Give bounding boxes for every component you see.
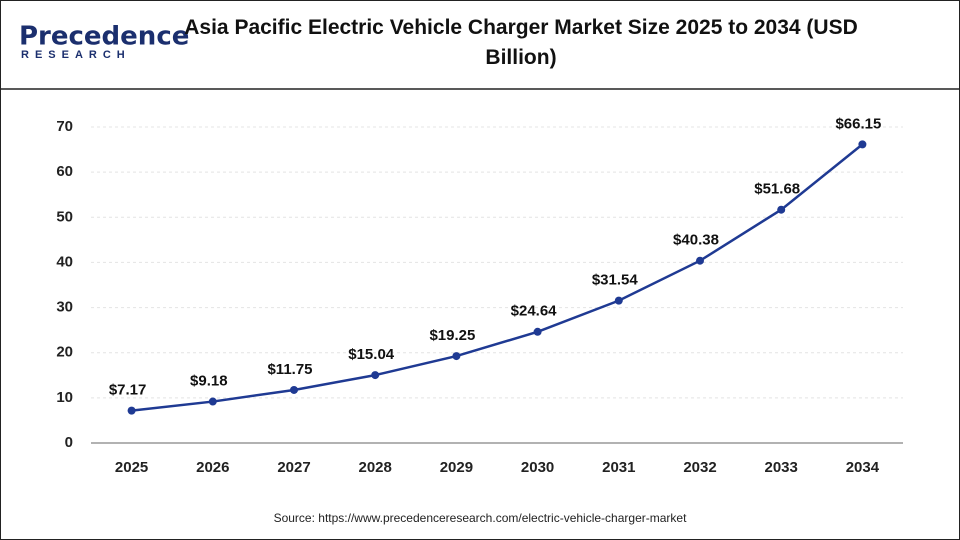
value-label: $15.04 bbox=[348, 346, 395, 363]
value-label: $9.18 bbox=[190, 373, 228, 390]
point bbox=[452, 352, 461, 361]
value-label: $40.38 bbox=[673, 232, 719, 249]
y-tick-label: 70 bbox=[56, 118, 73, 135]
value-label: $19.25 bbox=[429, 327, 475, 344]
logo-tagline: RESEARCH bbox=[21, 49, 131, 61]
value-label: $24.64 bbox=[511, 303, 558, 320]
y-tick-label: 50 bbox=[56, 208, 73, 225]
value-label: $31.54 bbox=[592, 272, 639, 289]
point bbox=[371, 371, 380, 380]
y-tick-label: 30 bbox=[56, 299, 73, 316]
source: Source: https://www.precedenceresearch.c… bbox=[274, 511, 687, 525]
x-tick-label: 2030 bbox=[521, 459, 554, 476]
value-label: $7.17 bbox=[109, 382, 147, 399]
value-label: $11.75 bbox=[267, 361, 312, 378]
x-tick-label: 2032 bbox=[683, 459, 716, 476]
x-tick-label: 2031 bbox=[602, 459, 635, 476]
x-tick-label: 2034 bbox=[846, 459, 880, 476]
x-tick-label: 2033 bbox=[765, 459, 798, 476]
y-tick-label: 20 bbox=[56, 344, 73, 361]
x-tick-label: 2028 bbox=[359, 459, 392, 476]
logo-name: Precedence bbox=[19, 22, 189, 52]
point bbox=[208, 397, 217, 406]
x-tick-label: 2026 bbox=[196, 459, 229, 476]
value-label: $66.15 bbox=[835, 115, 881, 132]
point bbox=[777, 205, 786, 214]
point bbox=[696, 256, 704, 265]
y-tick-label: 40 bbox=[56, 253, 73, 270]
point bbox=[858, 140, 867, 149]
x-tick-label: 2027 bbox=[277, 459, 310, 476]
point bbox=[127, 406, 136, 415]
y-tick-label: 10 bbox=[56, 389, 73, 406]
x-tick-label: 2025 bbox=[115, 459, 148, 476]
point bbox=[290, 385, 298, 394]
point bbox=[533, 327, 542, 336]
line bbox=[131, 143, 864, 412]
value-label: $51.68 bbox=[754, 181, 800, 198]
x-tick-label: 2029 bbox=[440, 459, 473, 476]
y-tick-label: 60 bbox=[56, 163, 73, 180]
point bbox=[614, 296, 623, 305]
chart-title: Asia Pacific Electric Vehicle Charger Ma… bbox=[184, 16, 858, 69]
y-tick-label: 0 bbox=[65, 434, 73, 451]
